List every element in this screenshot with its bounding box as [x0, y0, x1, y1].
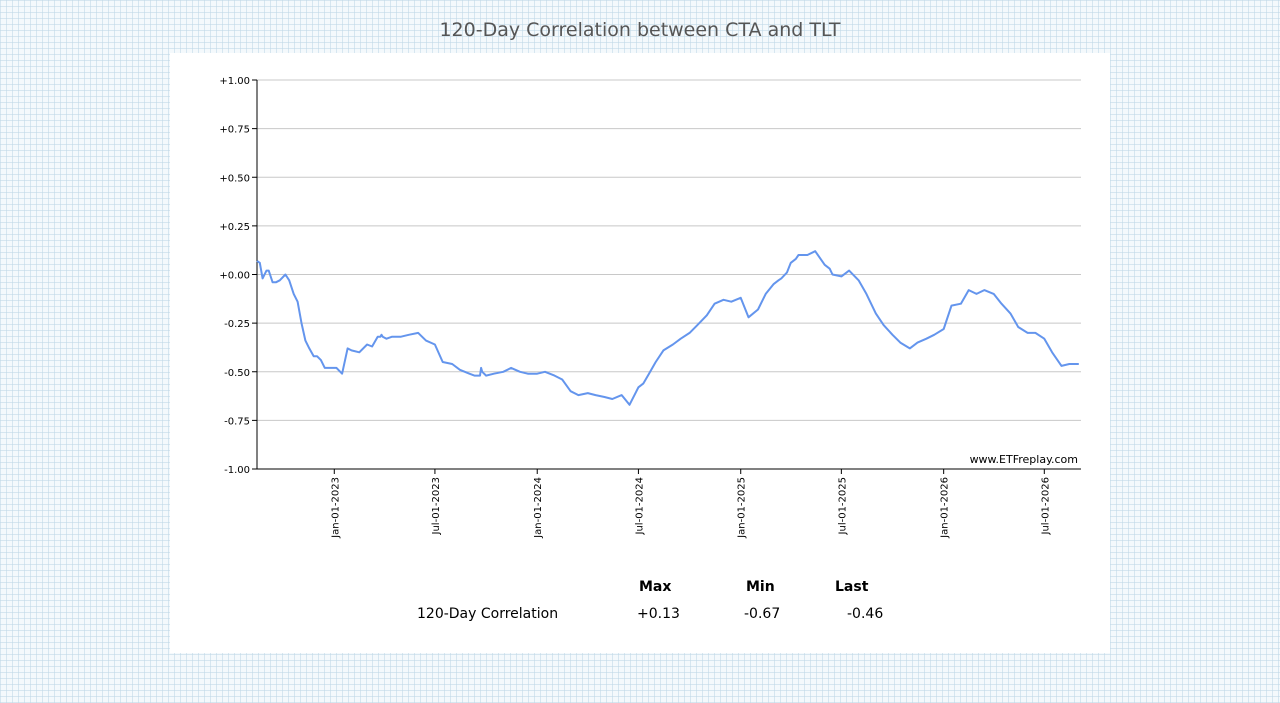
y-tick-label: -0.75 — [224, 416, 250, 427]
y-tick-label: -0.25 — [224, 319, 250, 330]
stats-header-min: Min — [746, 579, 775, 595]
y-tick-label: -0.50 — [224, 368, 250, 379]
x-tick-label: Jul-01-2024 — [634, 477, 645, 535]
y-tick-label: +1.00 — [219, 76, 250, 87]
y-tick-label: +0.75 — [219, 125, 250, 136]
x-tick-label: Jul-01-2025 — [837, 477, 848, 535]
correlation-series-line — [256, 250, 1079, 406]
y-ticks: +1.00 +0.75 +0.50 +0.25 +0.00 -0.25 -0.50 -0.75… — [219, 76, 257, 476]
y-tick-label: +0.50 — [219, 173, 250, 184]
y-tick-label: -1.00 — [224, 465, 250, 476]
y-tick-label: +0.25 — [219, 222, 250, 233]
y-tick-label: +0.00 — [219, 271, 250, 282]
grid-lines — [257, 79, 1081, 421]
chart-panel — [170, 53, 1110, 653]
x-tick-label: Jan-01-2025 — [737, 477, 748, 539]
x-tick-label: Jan-01-2023 — [330, 477, 341, 539]
x-tick-label: Jul-01-2026 — [1040, 477, 1051, 535]
x-tick-label: Jul-01-2023 — [431, 477, 442, 535]
x-tick-label: Jan-01-2024 — [533, 477, 544, 539]
watermark: www.ETFreplay.com — [970, 453, 1078, 466]
stats-header-max: Max — [639, 579, 672, 595]
stats-row-label: 120-Day Correlation — [417, 606, 559, 622]
x-tick-label: Jan-01-2026 — [940, 477, 951, 539]
stats-value-min: -0.67 — [744, 606, 781, 622]
stats-header-last: Last — [835, 579, 869, 595]
chart-title: 120-Day Correlation between CTA and TLT — [439, 19, 841, 41]
stats-value-max: +0.13 — [637, 606, 680, 622]
x-ticks: Jan-01-2023 Jul-01-2023 Jan-01-2024 Jul-01-… — [330, 469, 1051, 539]
stats-value-last: -0.46 — [847, 606, 884, 622]
